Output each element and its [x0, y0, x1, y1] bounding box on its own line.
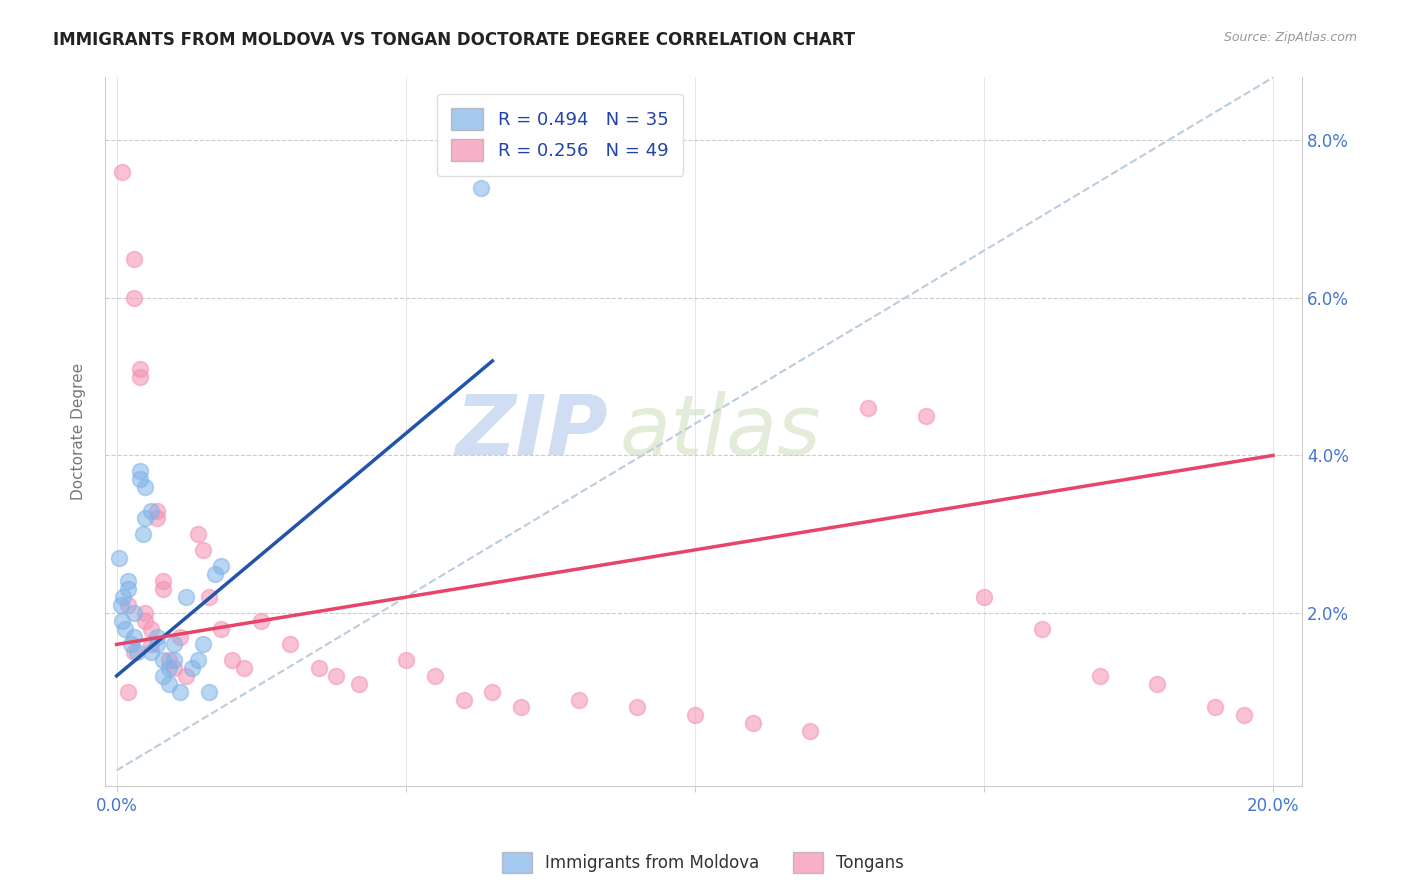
Point [174, 590, 197, 604]
Point [198, 684, 221, 698]
Point [1233, 708, 1256, 723]
Point [163, 653, 186, 667]
Point [146, 630, 169, 644]
Point [146, 637, 169, 651]
Point [122, 291, 145, 305]
Point [117, 582, 139, 597]
Point [973, 590, 995, 604]
Point [108, 550, 131, 565]
Point [209, 558, 232, 573]
Point [152, 574, 174, 589]
Y-axis label: Doctorate Degree: Doctorate Degree [72, 363, 86, 500]
Point [186, 653, 208, 667]
Point [626, 700, 648, 714]
Point [120, 637, 142, 651]
Point [117, 684, 139, 698]
Point [122, 630, 145, 644]
Point [134, 480, 156, 494]
Point [152, 653, 174, 667]
Point [141, 645, 163, 659]
Point [141, 622, 163, 636]
Text: IMMIGRANTS FROM MOLDOVA VS TONGAN DOCTORATE DEGREE CORRELATION CHART: IMMIGRANTS FROM MOLDOVA VS TONGAN DOCTOR… [53, 31, 856, 49]
Point [221, 653, 243, 667]
Point [146, 503, 169, 517]
Point [114, 622, 136, 636]
Point [232, 661, 254, 675]
Point [395, 653, 418, 667]
Point [134, 511, 156, 525]
Point [117, 574, 139, 589]
Text: atlas: atlas [620, 392, 821, 472]
Point [128, 369, 150, 384]
Point [157, 677, 180, 691]
Point [1088, 669, 1111, 683]
Point [122, 252, 145, 266]
Point [186, 527, 208, 541]
Point [193, 542, 215, 557]
Point [915, 409, 938, 423]
Point [470, 180, 492, 194]
Legend: R = 0.494   N = 35, R = 0.256   N = 49: R = 0.494 N = 35, R = 0.256 N = 49 [436, 94, 683, 176]
Point [209, 622, 232, 636]
Legend: Immigrants from Moldova, Tongans: Immigrants from Moldova, Tongans [495, 846, 911, 880]
Point [481, 684, 503, 698]
Point [141, 503, 163, 517]
Point [180, 661, 202, 675]
Point [111, 165, 134, 179]
Point [152, 669, 174, 683]
Point [510, 700, 533, 714]
Point [193, 637, 215, 651]
Point [250, 614, 273, 628]
Point [169, 684, 191, 698]
Point [683, 708, 706, 723]
Point [128, 464, 150, 478]
Point [1146, 677, 1168, 691]
Point [163, 637, 186, 651]
Point [1031, 622, 1053, 636]
Text: Source: ZipAtlas.com: Source: ZipAtlas.com [1223, 31, 1357, 45]
Point [568, 692, 591, 706]
Point [325, 669, 347, 683]
Point [163, 661, 186, 675]
Point [204, 566, 226, 581]
Point [157, 661, 180, 675]
Point [112, 590, 135, 604]
Point [169, 630, 191, 644]
Point [110, 598, 132, 612]
Point [152, 582, 174, 597]
Point [349, 677, 371, 691]
Point [122, 606, 145, 620]
Point [453, 692, 475, 706]
Point [174, 669, 197, 683]
Point [122, 645, 145, 659]
Point [131, 527, 153, 541]
Point [157, 653, 180, 667]
Point [141, 637, 163, 651]
Point [128, 472, 150, 486]
Point [198, 590, 221, 604]
Text: ZIP: ZIP [456, 392, 607, 472]
Point [858, 401, 880, 416]
Point [423, 669, 446, 683]
Point [111, 614, 134, 628]
Point [134, 606, 156, 620]
Point [1204, 700, 1226, 714]
Point [117, 598, 139, 612]
Point [741, 716, 763, 731]
Point [146, 511, 169, 525]
Point [308, 661, 330, 675]
Point [134, 614, 156, 628]
Point [125, 645, 148, 659]
Point [799, 724, 821, 739]
Point [278, 637, 301, 651]
Point [128, 361, 150, 376]
